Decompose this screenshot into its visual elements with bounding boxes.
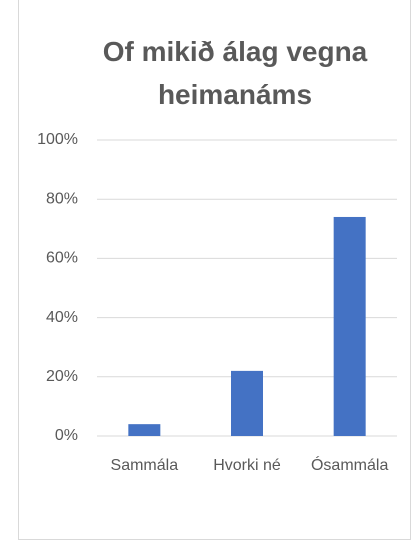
- bar: [128, 424, 161, 436]
- y-tick-label: 100%: [37, 131, 78, 148]
- y-tick-label: 80%: [46, 190, 78, 207]
- y-tick-label: 0%: [55, 427, 78, 444]
- x-tick-label: Sammála: [111, 457, 179, 474]
- bar: [231, 370, 263, 436]
- chart-border: [18, 0, 411, 540]
- y-tick-label: 60%: [46, 250, 78, 267]
- x-tick-label: Hvorki né: [213, 457, 281, 474]
- x-tick-label: Ósammála: [311, 455, 388, 474]
- bar: [333, 216, 366, 436]
- chart-title: Of mikið álag vegna heimanáms: [102, 36, 368, 110]
- y-tick-label: 20%: [46, 368, 78, 385]
- y-tick-label: 40%: [46, 309, 78, 326]
